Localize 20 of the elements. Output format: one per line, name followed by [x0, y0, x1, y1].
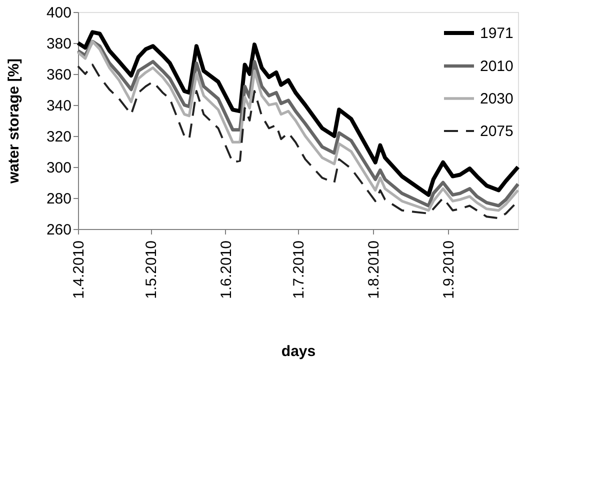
x-tick-label: 1.6.2010 [218, 240, 235, 299]
y-axis-title: water storage [%] [5, 58, 22, 185]
x-axis-title: days [281, 342, 316, 360]
y-tick-label: 320 [46, 128, 72, 146]
y-tick-label: 400 [46, 4, 72, 22]
x-tick-label: 1.9.2010 [440, 240, 458, 299]
y-tick-label: 300 [46, 160, 72, 176]
x-tick-label: 1.7.2010 [290, 240, 308, 299]
y-tick-label: 380 [46, 36, 72, 52]
y-tick-label: 340 [46, 98, 72, 114]
legend-label: 2030 [480, 90, 514, 108]
y-tick-label: 260 [46, 222, 72, 238]
legend-label: 1971 [480, 25, 514, 42]
legend-label: 2075 [480, 123, 514, 140]
legend-label: 2010 [480, 58, 514, 75]
x-tick-label: 1.8.2010 [365, 240, 382, 299]
x-tick-label: 1.4.2010 [70, 240, 88, 299]
x-tick-label: 1.5.2010 [143, 240, 160, 299]
y-tick-label: 360 [46, 66, 72, 84]
y-tick-label: 280 [46, 190, 72, 208]
